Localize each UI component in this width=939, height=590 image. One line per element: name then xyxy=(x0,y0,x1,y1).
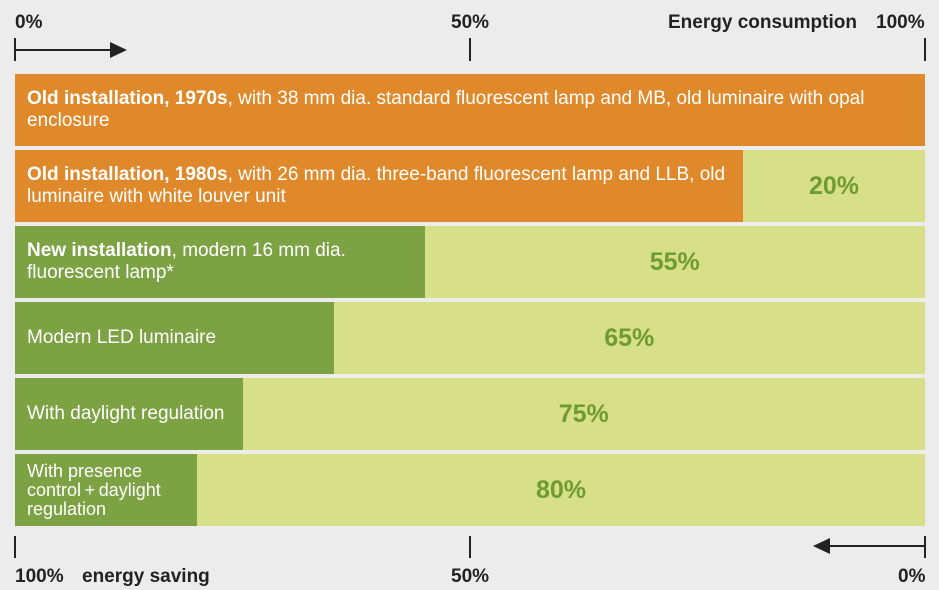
x2-tick-label: 50% xyxy=(451,566,490,587)
value-label: 55% xyxy=(649,247,700,276)
category-label: Old installation, 1970s, with 38 mm dia.… xyxy=(15,74,925,146)
category-rest: , with 38 mm dia. standard fluorescent l… xyxy=(27,88,865,131)
bar xyxy=(15,74,925,146)
axis-title: energy saving xyxy=(82,566,210,587)
bar xyxy=(743,150,925,222)
arrows xyxy=(15,42,925,554)
arrow-head xyxy=(813,538,830,554)
bar xyxy=(15,226,425,298)
x2-tick-label: 100% xyxy=(15,566,64,587)
arrow-head xyxy=(110,42,127,58)
x-tick-label: 0% xyxy=(15,12,43,33)
category-bold: Old installation, 1980s xyxy=(27,164,228,185)
category-bold: Old installation, 1970s xyxy=(27,88,228,109)
bar xyxy=(15,302,334,374)
x2-tick-label: 0% xyxy=(898,566,926,587)
category-label: Modern LED luminaire xyxy=(15,302,334,374)
value-label: 20% xyxy=(808,171,860,200)
category-rest: With presence control + daylight regulat… xyxy=(27,460,161,519)
bar xyxy=(15,378,243,450)
category-rest: , with 26 mm dia. three-band fluorescent… xyxy=(27,164,726,207)
value-label: 80% xyxy=(535,475,587,504)
category-text: Old installation, 1970s, with 38 mm dia.… xyxy=(27,88,917,132)
category-rest: , modern 16 mm dia. fluorescent lamp* xyxy=(27,240,346,283)
category-label: Old installation, 1980s, with 26 mm dia.… xyxy=(15,150,743,222)
x-tick-label: 100% xyxy=(876,12,925,33)
category-label: With presence control + daylight regulat… xyxy=(15,454,197,526)
bar xyxy=(424,226,925,298)
axis-title: Energy consumption xyxy=(668,12,857,33)
category-label: New installation, modern 16 mm dia. fluo… xyxy=(15,226,425,298)
category-label: With daylight regulation xyxy=(15,378,243,450)
category-rest: Modern LED luminaire xyxy=(27,327,217,348)
bar xyxy=(242,378,925,450)
category-text: With daylight regulation xyxy=(27,403,225,425)
value-label: 65% xyxy=(604,323,655,352)
value-label: 75% xyxy=(558,399,609,428)
x-tick-label: 50% xyxy=(451,12,490,33)
category-text: Old installation, 1980s, with 26 mm dia.… xyxy=(27,164,735,208)
bar xyxy=(197,454,925,526)
category-rest: With daylight regulation xyxy=(27,403,225,424)
bar xyxy=(333,302,925,374)
category-bold: New installation xyxy=(27,240,172,261)
bar xyxy=(15,150,743,222)
category-text: With presence control + daylight regulat… xyxy=(27,460,189,519)
category-text: Modern LED luminaire xyxy=(27,327,216,349)
bar xyxy=(15,454,197,526)
category-text: New installation, modern 16 mm dia. fluo… xyxy=(27,240,417,284)
